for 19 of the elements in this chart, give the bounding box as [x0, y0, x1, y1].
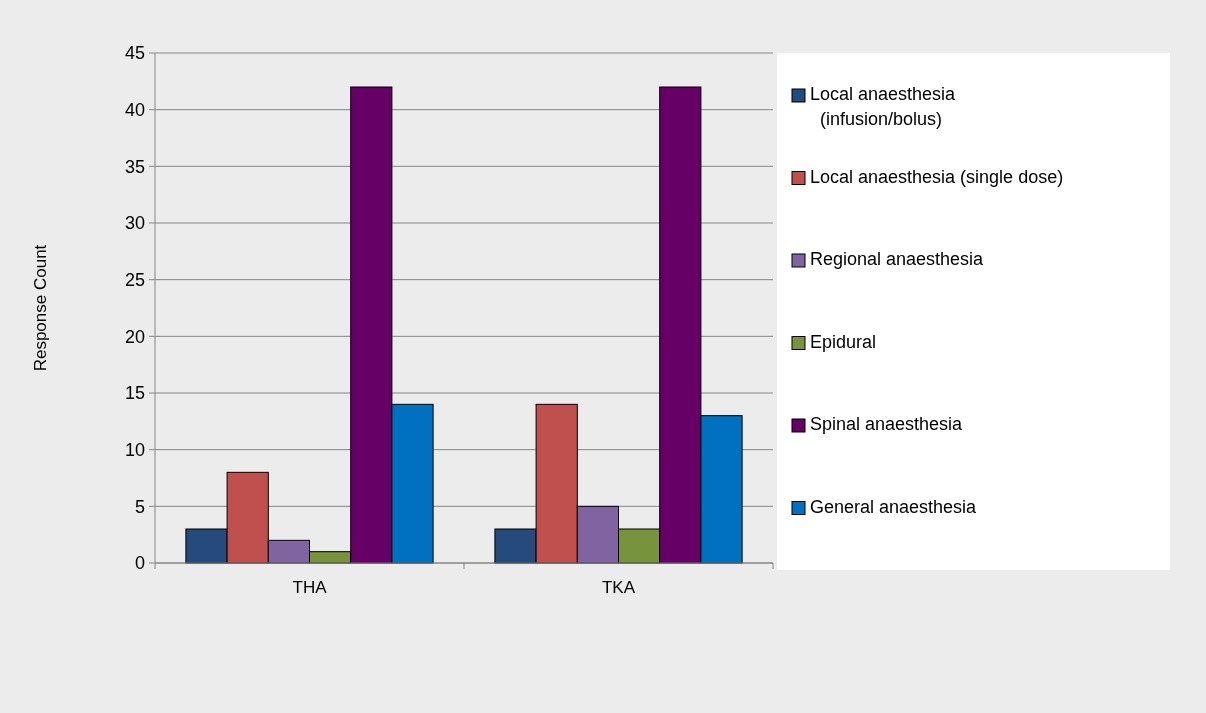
y-tick-label: 10 — [124, 439, 145, 460]
y-tick-label: 5 — [134, 496, 145, 517]
x-tick-label: TKA — [601, 578, 636, 597]
y-tick-label: 30 — [124, 213, 145, 234]
y-tick-label: 45 — [124, 43, 145, 64]
legend-label: Regional anaesthesia — [810, 249, 985, 269]
y-tick-label: 15 — [124, 383, 145, 404]
y-tick-label: 20 — [124, 326, 145, 347]
y-axis-title: Response Count — [31, 244, 50, 372]
legend-label: Local anaesthesia (infusion/bolus) — [810, 84, 957, 129]
y-tick-label: 35 — [124, 156, 145, 177]
y-tick-label: 40 — [124, 99, 145, 120]
legend-label: Spinal anaesthesia — [810, 414, 964, 434]
legend-label: General anaesthesia — [810, 496, 978, 517]
x-tick-label: THA — [292, 578, 328, 597]
legend-label: Local anaesthesia (single dose) — [810, 166, 1064, 187]
legend-label: Epidural — [810, 331, 877, 352]
y-tick-label: 25 — [124, 269, 145, 290]
y-tick-label: 0 — [134, 553, 145, 574]
